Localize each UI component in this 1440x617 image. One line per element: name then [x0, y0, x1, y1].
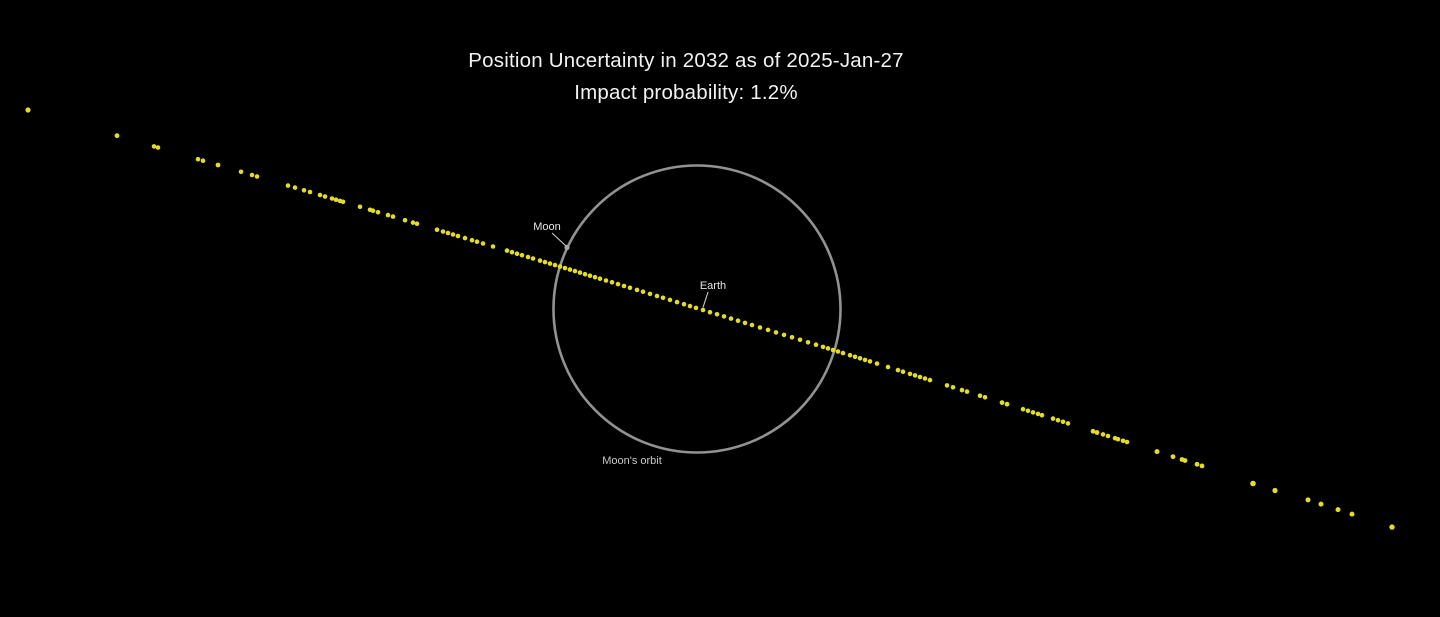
uncertainty-dots — [25, 107, 1395, 530]
chart-subtitle: Impact probability: 1.2% — [574, 81, 798, 104]
moons-orbit-label: Moon's orbit — [602, 455, 662, 467]
earth-label: Earth — [700, 280, 726, 292]
moon-pointer-line — [551, 232, 567, 247]
moon-label: Moon — [533, 221, 561, 233]
moons-orbit-circle — [552, 164, 842, 454]
chart-title: Position Uncertainty in 2032 as of 2025-… — [468, 49, 903, 72]
earth-pointer-line — [702, 291, 709, 308]
